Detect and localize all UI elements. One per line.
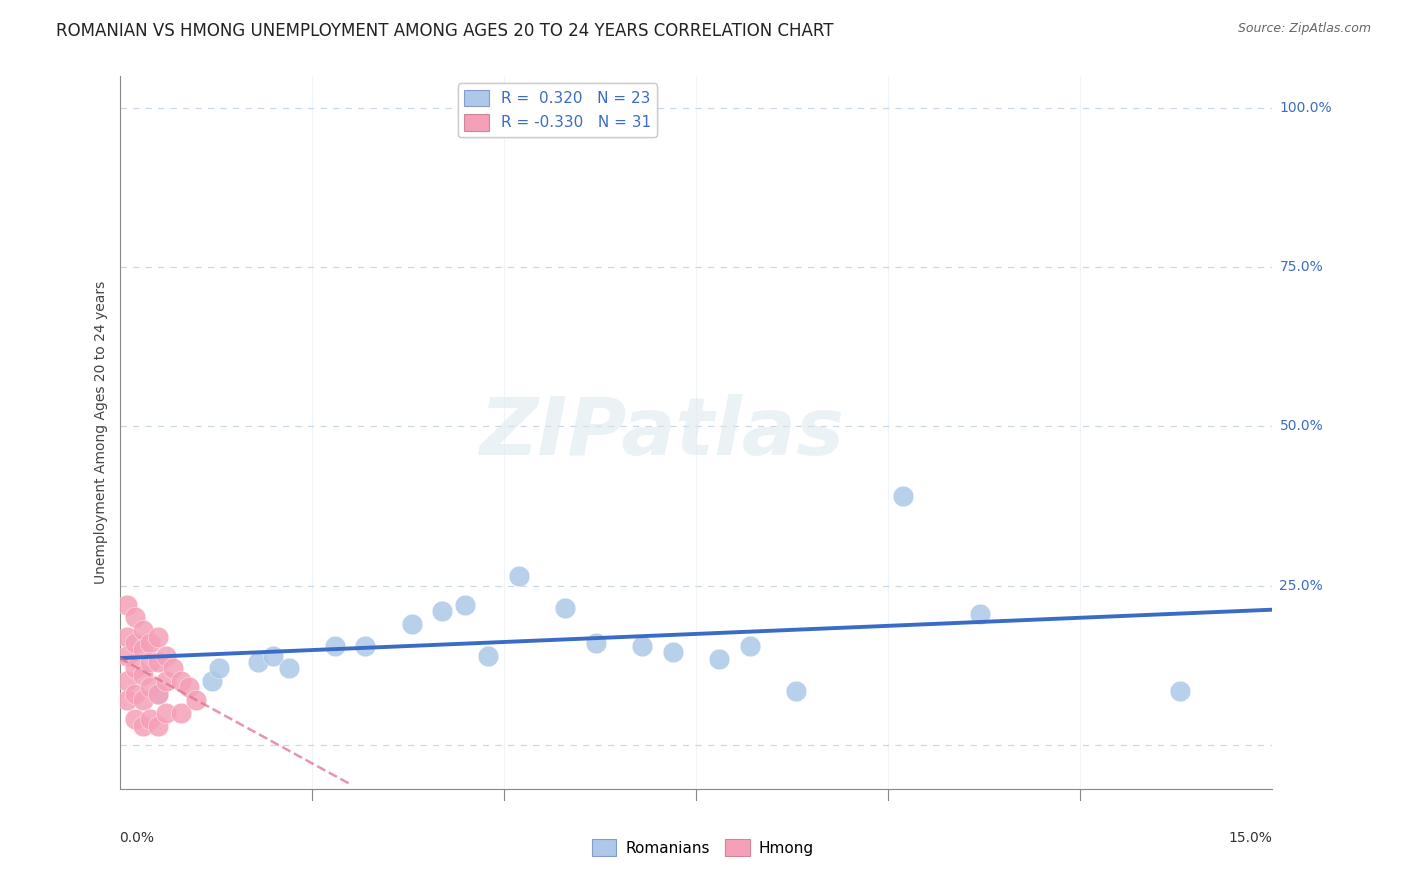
- Point: [115, 648, 138, 663]
- Point: [323, 639, 346, 653]
- Y-axis label: Unemployment Among Ages 20 to 24 years: Unemployment Among Ages 20 to 24 years: [94, 281, 108, 584]
- Point: [162, 661, 184, 675]
- Point: [155, 674, 177, 689]
- Point: [170, 674, 193, 689]
- Point: [508, 569, 530, 583]
- Point: [277, 661, 299, 675]
- Point: [707, 652, 730, 666]
- Point: [139, 712, 162, 726]
- Point: [401, 616, 423, 631]
- Point: [354, 639, 377, 653]
- Point: [146, 655, 169, 669]
- Point: [124, 712, 146, 726]
- Legend: R =  0.320   N = 23, R = -0.330   N = 31: R = 0.320 N = 23, R = -0.330 N = 31: [458, 84, 657, 136]
- Point: [585, 636, 607, 650]
- Text: Source: ZipAtlas.com: Source: ZipAtlas.com: [1237, 22, 1371, 36]
- Point: [631, 639, 654, 653]
- Point: [262, 648, 284, 663]
- Point: [155, 706, 177, 720]
- Text: 100.0%: 100.0%: [1279, 101, 1331, 115]
- Point: [477, 648, 499, 663]
- Point: [124, 687, 146, 701]
- Text: 15.0%: 15.0%: [1229, 831, 1272, 846]
- Point: [662, 645, 685, 659]
- Legend: Romanians, Hmong: Romanians, Hmong: [586, 833, 820, 862]
- Point: [139, 636, 162, 650]
- Point: [131, 642, 153, 657]
- Text: 50.0%: 50.0%: [1279, 419, 1323, 434]
- Point: [155, 648, 177, 663]
- Point: [115, 693, 138, 707]
- Point: [893, 489, 915, 503]
- Point: [208, 661, 231, 675]
- Point: [124, 661, 146, 675]
- Point: [146, 687, 169, 701]
- Text: 0.0%: 0.0%: [120, 831, 155, 846]
- Point: [246, 655, 269, 669]
- Point: [139, 681, 162, 695]
- Point: [177, 681, 200, 695]
- Text: ROMANIAN VS HMONG UNEMPLOYMENT AMONG AGES 20 TO 24 YEARS CORRELATION CHART: ROMANIAN VS HMONG UNEMPLOYMENT AMONG AGE…: [56, 22, 834, 40]
- Text: 25.0%: 25.0%: [1279, 579, 1323, 592]
- Point: [124, 636, 146, 650]
- Point: [170, 706, 193, 720]
- Point: [146, 687, 169, 701]
- Point: [186, 693, 208, 707]
- Point: [785, 683, 807, 698]
- Text: 75.0%: 75.0%: [1279, 260, 1323, 274]
- Point: [124, 610, 146, 624]
- Point: [115, 674, 138, 689]
- Point: [131, 719, 153, 733]
- Point: [432, 604, 454, 618]
- Point: [131, 623, 153, 637]
- Point: [454, 598, 477, 612]
- Point: [201, 674, 224, 689]
- Point: [1168, 683, 1191, 698]
- Point: [146, 719, 169, 733]
- Point: [969, 607, 991, 622]
- Point: [131, 693, 153, 707]
- Point: [738, 639, 761, 653]
- Text: ZIPatlas: ZIPatlas: [479, 393, 844, 472]
- Point: [131, 667, 153, 681]
- Point: [115, 598, 138, 612]
- Point: [115, 630, 138, 644]
- Point: [554, 600, 576, 615]
- Point: [139, 655, 162, 669]
- Point: [146, 630, 169, 644]
